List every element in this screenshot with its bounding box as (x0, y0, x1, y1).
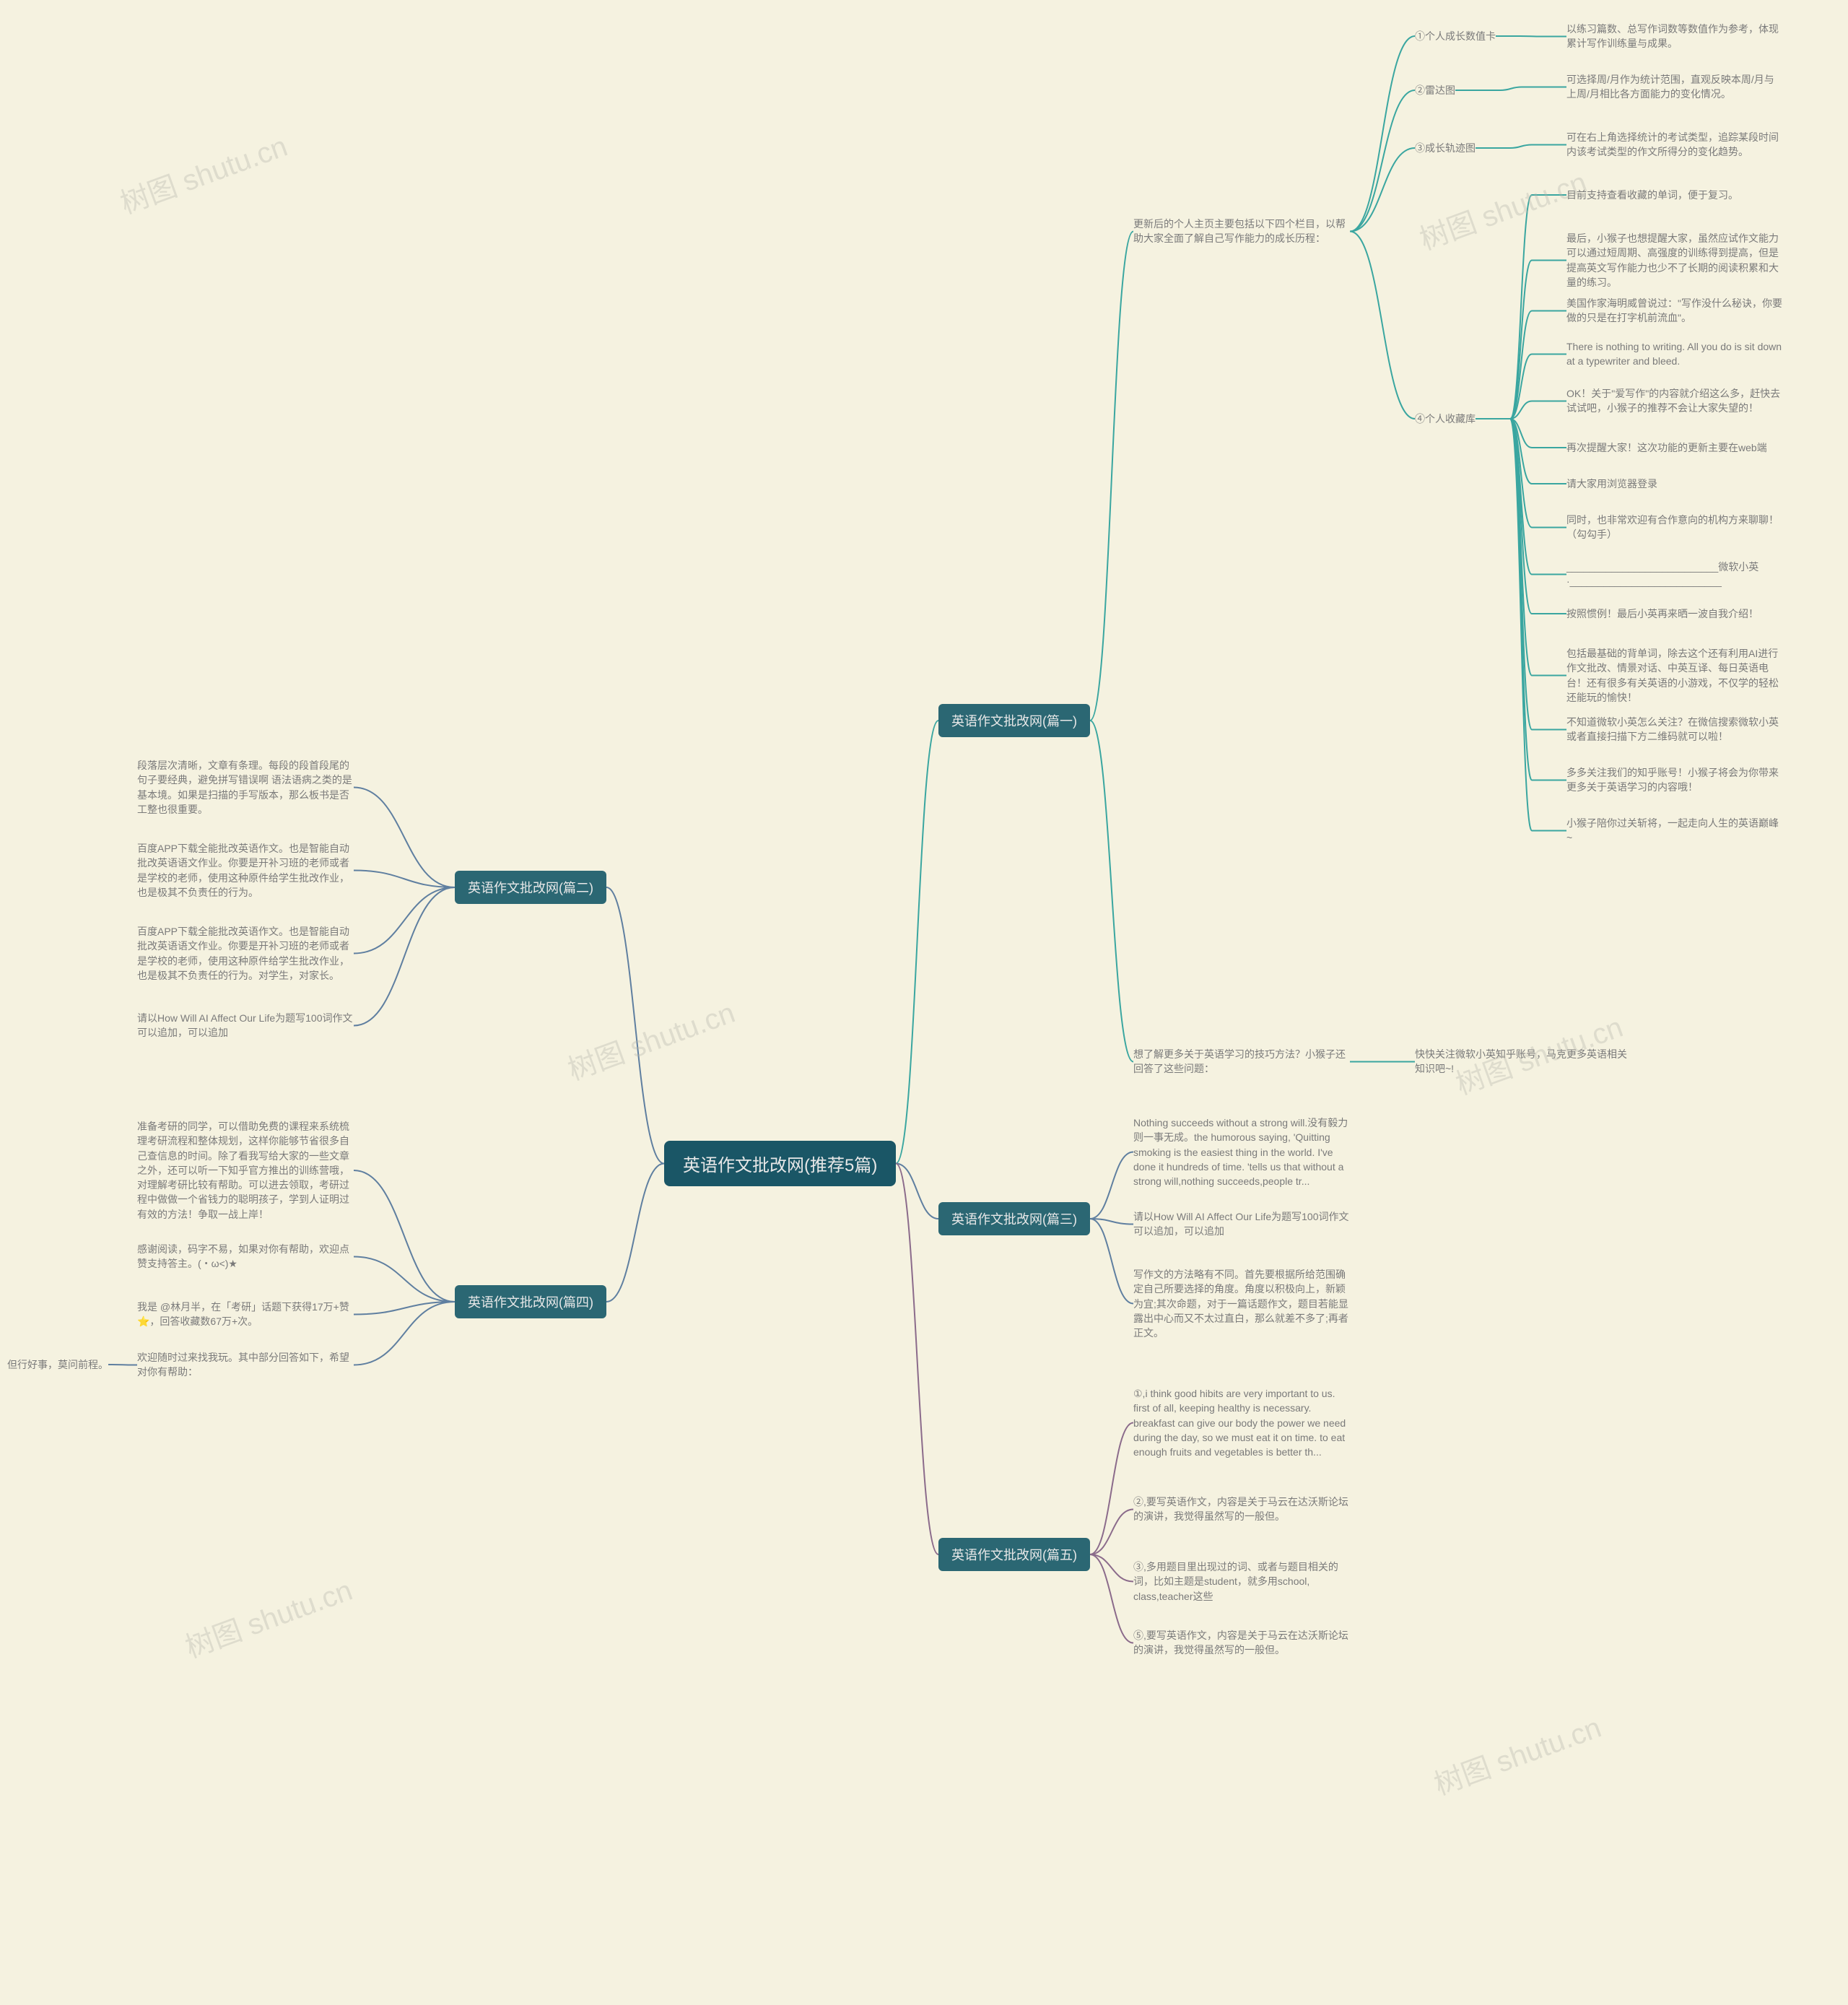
leaf-r09: 再次提醒大家！这次功能的更新主要在web端 (1566, 440, 1767, 455)
leaf-p4a: 准备考研的同学，可以借助免费的课程来系统梳理考研流程和整体规划，这样你能够节省很… (137, 1119, 354, 1222)
leaf-p2b: 百度APP下载全能批改英语作文。也是智能自动批改英语语文作业。你要是开补习班的老… (137, 841, 354, 900)
leaf-r16: 多多关注我们的知乎账号！小猴子将会为你带来更多关于英语学习的内容哦！ (1566, 765, 1783, 795)
leaf-p3c: 写作文的方法略有不同。首先要根据所给范围确定自己所要选择的角度。角度以积极向上，… (1133, 1267, 1350, 1340)
watermark: 树图 shutu.cn (561, 989, 740, 1088)
leaf-r07: There is nothing to writing. All you do … (1566, 339, 1783, 369)
leaf-r15: 不知道微软小英怎么关注？在微信搜索微软小英或者直接扫描下方二维码就可以啦！ (1566, 715, 1783, 744)
leaf-p2a: 段落层次清晰，文章有条理。每段的段首段尾的句子要经典，避免拼写错误啊 语法语病之… (137, 758, 354, 817)
leaf-r17: 小猴子陪你过关斩将，一起走向人生的英语巅峰~ (1566, 816, 1783, 845)
leaf-p4d: 欢迎随时过来找我玩。其中部分回答如下，希望对你有帮助： (137, 1350, 354, 1380)
leaf-r01: 以练习篇数、总写作词数等数值作为参考，体现累计写作训练量与成果。 (1566, 22, 1783, 51)
leaf-p5c: ③,多用题目里出现过的词、或者与题目相关的词，比如主题是student，就多用s… (1133, 1560, 1350, 1604)
leaf-p4b: 感谢阅读，码字不易，如果对你有帮助，欢迎点赞支持答主。(・ω<)★ (137, 1242, 354, 1271)
leaf-p5d: ⑤,要写英语作文，内容是关于马云在达沃斯论坛的演讲，我觉得虽然写的一般但。 (1133, 1628, 1350, 1658)
watermark: 树图 shutu.cn (178, 1567, 357, 1666)
leaf-r14: 包括最基础的背单词，除去这个还有利用AI进行作文批改、情景对话、中英互译、每日英… (1566, 646, 1783, 705)
leaf-p5b: ②,要写英语作文，内容是关于马云在达沃斯论坛的演讲，我觉得虽然写的一般但。 (1133, 1495, 1350, 1524)
leaf-p4d1: 但行好事，莫问前程。 (7, 1357, 108, 1372)
leaf-r06: 美国作家海明威曾说过："写作没什么秘诀，你要做的只是在打字机前流血"。 (1566, 296, 1783, 326)
leaf-r12: ___________________________微软小英·________… (1566, 560, 1783, 589)
leaf-r03: 可在右上角选择统计的考试类型，追踪某段时间内该考试类型的作文所得分的变化趋势。 (1566, 130, 1783, 160)
watermark: 树图 shutu.cn (113, 123, 292, 222)
leaf-r13: 按照惯例！最后小英再来晒一波自我介绍！ (1566, 606, 1758, 621)
leaf-p3a: Nothing succeeds without a strong will.没… (1133, 1115, 1350, 1188)
leaf-r10: 请大家用浏览器登录 (1566, 477, 1657, 491)
branch-p1[interactable]: 英语作文批改网(篇一) (938, 704, 1090, 737)
leaf-p3b: 请以How Will AI Affect Our Life为题写100词作文 可… (1133, 1209, 1350, 1239)
leaf-p1d1r1: 快快关注微软小英知乎账号，马克更多英语相关知识吧~! (1415, 1047, 1631, 1077)
leaf-l04: ④个人收藏库 (1415, 412, 1476, 426)
leaf-l02: ②雷达图 (1415, 83, 1455, 97)
leaf-p1d1: 想了解更多关于英语学习的技巧方法？小猴子还回答了这些问题： (1133, 1047, 1350, 1077)
leaf-p1s1: 更新后的个人主页主要包括以下四个栏目，以帮助大家全面了解自己写作能力的成长历程： (1133, 217, 1350, 246)
branch-p2[interactable]: 英语作文批改网(篇二) (455, 871, 606, 904)
root-node[interactable]: 英语作文批改网(推荐5篇) (664, 1141, 896, 1186)
leaf-r02: 可选择周/月作为统计范围，直观反映本周/月与上周/月相比各方面能力的变化情况。 (1566, 72, 1783, 102)
leaf-p2d: 请以How Will AI Affect Our Life为题写100词作文 可… (137, 1011, 354, 1040)
branch-p5[interactable]: 英语作文批改网(篇五) (938, 1538, 1090, 1571)
leaf-p2c: 百度APP下载全能批改英语作文。也是智能自动批改英语语文作业。你要是开补习班的老… (137, 924, 354, 983)
leaf-r08: OK！关于"爱写作"的内容就介绍这么多，赶快去试试吧，小猴子的推荐不会让大家失望… (1566, 386, 1783, 416)
branch-p3[interactable]: 英语作文批改网(篇三) (938, 1202, 1090, 1235)
leaf-p5a: ①,i think good hibits are very important… (1133, 1386, 1350, 1459)
watermark: 树图 shutu.cn (1427, 1704, 1606, 1803)
leaf-r04: 目前支持查看收藏的单词，便于复习。 (1566, 188, 1738, 202)
watermark: 树图 shutu.cn (1413, 159, 1592, 258)
leaf-l01: ①个人成长数值卡 (1415, 29, 1496, 43)
leaf-r05: 最后，小猴子也想提醒大家，虽然应试作文能力可以通过短周期、高强度的训练得到提高，… (1566, 231, 1783, 290)
leaf-r11: 同时，也非常欢迎有合作意向的机构方来聊聊！（勾勾手） (1566, 513, 1783, 542)
leaf-l03: ③成长轨迹图 (1415, 141, 1476, 155)
leaf-p4c: 我是 @林月半，在「考研」话题下获得17万+赞⭐️，回答收藏数67万+次。 (137, 1300, 354, 1329)
branch-p4[interactable]: 英语作文批改网(篇四) (455, 1285, 606, 1318)
